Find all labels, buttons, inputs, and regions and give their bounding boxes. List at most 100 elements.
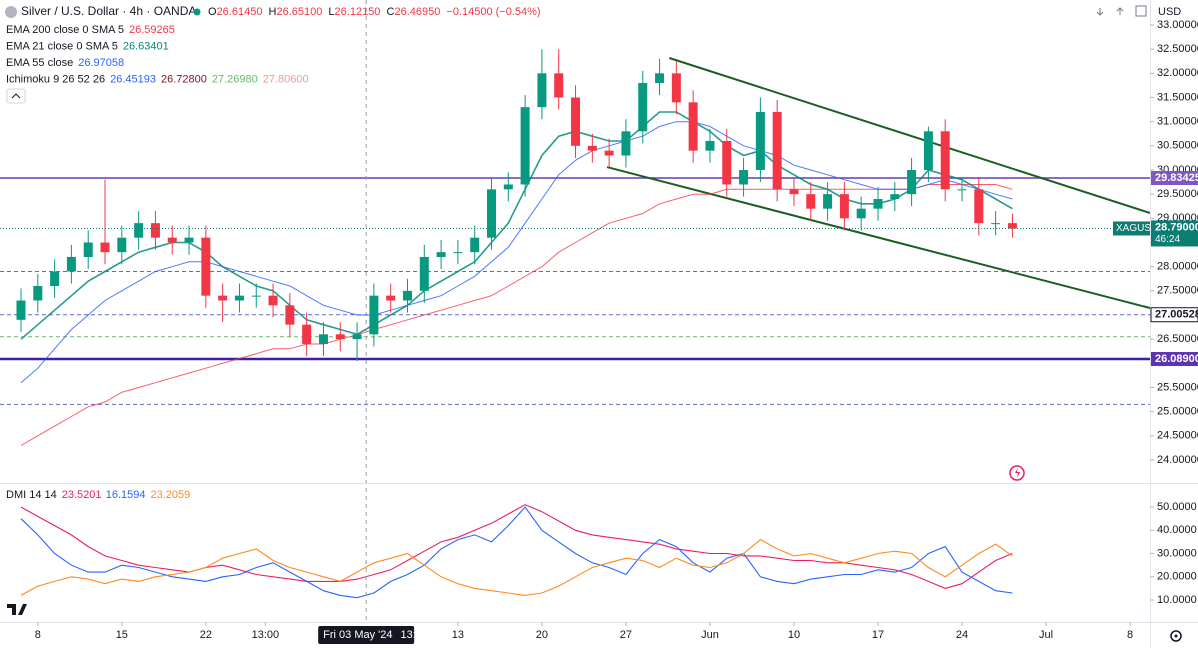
indicator-value: 23.2059 <box>150 489 190 501</box>
alert-bolt <box>1015 468 1020 478</box>
dmi-line <box>20 538 1013 596</box>
ohlc-value: 26.65100 <box>276 6 322 18</box>
dmi-tick-label: 40.0000 <box>1157 524 1197 536</box>
time-tick-label: Jul <box>1039 629 1053 641</box>
indicator-legend: EMA 55 close 26.97058 <box>6 57 124 69</box>
toolbar-icons[interactable] <box>1096 7 1124 16</box>
level-tag <box>1151 171 1198 186</box>
candle-body <box>873 198 883 209</box>
level-tag <box>1150 307 1198 323</box>
collapse-icon <box>11 93 21 99</box>
level-tag <box>1151 352 1198 367</box>
candle-body <box>1007 223 1017 229</box>
time-tick-label: 17 <box>872 629 884 641</box>
plot-area <box>0 0 1151 622</box>
indicator-value: 26.63401 <box>123 40 169 52</box>
ohlc-value: 26.61450 <box>217 6 263 18</box>
price-tick-label: 24.50000 <box>1157 430 1198 442</box>
candle-body <box>201 237 211 296</box>
candle-body <box>318 334 328 344</box>
price-tick-label: 26.50000 <box>1157 333 1198 345</box>
price-tick-label: 33.00000 <box>1157 19 1198 31</box>
time-tick-label: 15 <box>116 629 128 641</box>
candle-body <box>251 295 261 297</box>
candle-body <box>755 111 765 170</box>
candle-body <box>470 237 480 253</box>
indicator-value: 27.26980 <box>212 73 258 85</box>
alert-icon[interactable] <box>1009 465 1025 481</box>
dmi-tick-label: 30.0000 <box>1157 547 1197 559</box>
candle-body <box>705 140 715 151</box>
dmi-tick-label: 50.0000 <box>1157 501 1197 513</box>
price-tick-label: 29.50000 <box>1157 188 1198 200</box>
price-tick-label: 24.00000 <box>1157 454 1198 466</box>
dmi-tick-label: 20.0000 <box>1157 571 1197 583</box>
candle-body <box>722 140 732 185</box>
price-tick-label: 27.50000 <box>1157 285 1198 297</box>
market-status[interactable] <box>193 8 201 16</box>
price-tick-label: 28.00000 <box>1157 261 1198 273</box>
currency[interactable]: USD <box>1158 6 1181 18</box>
candle-body <box>655 73 665 83</box>
ema-line <box>20 184 1013 446</box>
candle-body <box>907 169 917 195</box>
price-tick-label: 25.00000 <box>1157 406 1198 418</box>
time-tick-label: 20 <box>536 629 548 641</box>
crosshair-date: Fri 03 May '24 <box>323 629 392 641</box>
candle-body <box>134 223 144 238</box>
symbol-icon <box>5 6 17 18</box>
indicator-name: EMA 21 close 0 SMA 5 <box>6 40 118 52</box>
candle-body <box>117 237 127 253</box>
indicator-name: EMA 55 close <box>6 57 73 69</box>
collapse-button[interactable] <box>6 88 26 104</box>
candle-body <box>772 111 782 190</box>
candle-body <box>571 97 581 146</box>
candle-body <box>991 223 1001 225</box>
indicator-value: 23.5201 <box>62 489 102 501</box>
time-tick-label: 8 <box>35 629 41 641</box>
price-tick-label: 31.00000 <box>1157 116 1198 128</box>
time-tick-label: 22 <box>200 629 212 641</box>
candle-body <box>957 189 967 191</box>
ohlc-label: H <box>269 6 277 18</box>
logo <box>7 604 27 615</box>
candle-body <box>739 169 749 185</box>
candle-body <box>621 131 631 156</box>
candle-body <box>302 324 312 344</box>
symbol-title: Silver / U.S. Dollar · 4h · OANDA <box>21 4 196 18</box>
maximize-button[interactable] <box>1135 5 1147 17</box>
candle-body <box>688 102 698 151</box>
indicator-name: DMI 14 14 <box>6 489 57 501</box>
gear-hub <box>1174 634 1178 638</box>
candle-body <box>150 223 160 238</box>
candle-body <box>453 252 463 254</box>
legend: Silver / U.S. Dollar · 4h · OANDA O26.61… <box>5 4 1181 501</box>
candle-body <box>436 252 446 257</box>
price-tick-label: 32.50000 <box>1157 43 1198 55</box>
candle-body <box>806 194 816 209</box>
candle-body <box>16 300 26 320</box>
indicator-value: 26.72800 <box>161 73 207 85</box>
candle-body <box>83 242 93 257</box>
price-tag-label: 28.79000 <box>1155 221 1198 233</box>
symbol-tag-label: XAGUSD <box>1116 223 1158 234</box>
candle-body <box>234 295 244 301</box>
price-tick-label: 30.50000 <box>1157 140 1198 152</box>
candle-body <box>386 295 396 301</box>
indicator-value: 27.80600 <box>263 73 309 85</box>
logo-mark <box>7 604 27 615</box>
dmi-line <box>20 504 1013 589</box>
settings-icon[interactable] <box>1170 630 1182 642</box>
candle-body <box>218 295 228 301</box>
candle-body <box>940 131 950 190</box>
candle-body <box>369 295 379 335</box>
indicator-name: Ichimoku 9 26 52 26 <box>6 73 105 85</box>
time-tick-label: 27 <box>620 629 632 641</box>
candle-body <box>839 194 849 219</box>
indicator-value: 26.45193 <box>110 73 156 85</box>
candle-body <box>33 285 43 301</box>
time-tick-label: Jun <box>701 629 719 641</box>
dmi-tick-label: 10.0000 <box>1157 594 1197 606</box>
indicator-legend: EMA 200 close 0 SMA 5 26.59265 <box>6 24 175 36</box>
